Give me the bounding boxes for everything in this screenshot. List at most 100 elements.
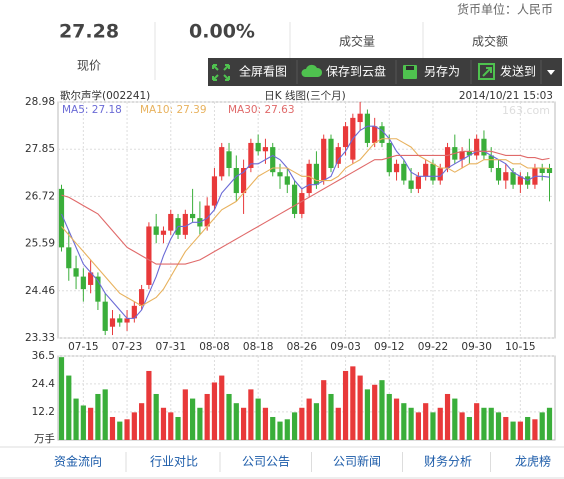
toolbar-button[interactable]: 另存为 xyxy=(424,65,460,79)
volume-bar xyxy=(262,407,269,440)
candle-body xyxy=(539,167,545,174)
candle-body xyxy=(444,147,451,168)
fullscreen-icon[interactable] xyxy=(212,64,230,81)
volume-bar xyxy=(204,393,210,440)
candle-body xyxy=(109,318,116,327)
candle-body xyxy=(117,318,123,323)
toolbar-bg xyxy=(208,58,562,86)
volume-tick-label: 36.5 xyxy=(32,350,55,362)
currency: 货币单位：人民币 xyxy=(457,2,553,17)
nav-link[interactable]: 资金流向 xyxy=(54,454,102,469)
volume-bar xyxy=(444,393,451,440)
candle-body xyxy=(124,318,130,323)
candle-body xyxy=(131,305,137,319)
toolbar-button[interactable]: 保存到云盘 xyxy=(326,64,386,79)
candle-body xyxy=(510,172,516,185)
candle-body xyxy=(423,163,429,177)
price-label: 现价 xyxy=(77,59,101,73)
nav-link[interactable]: 公司公告 xyxy=(242,455,290,469)
candle-body xyxy=(153,226,159,235)
volume-bar xyxy=(546,407,553,440)
volume-bar xyxy=(109,416,116,440)
candle-body xyxy=(219,147,225,177)
volume-bar xyxy=(452,398,458,440)
candle-body xyxy=(182,213,188,235)
volume-bar xyxy=(124,419,130,440)
volume-bar xyxy=(430,412,436,440)
candle-body xyxy=(342,126,349,148)
candle-body xyxy=(248,142,254,168)
volume-bar xyxy=(73,398,79,440)
candle-body xyxy=(255,142,261,152)
dropdown-arrow[interactable] xyxy=(547,70,555,75)
candle-body xyxy=(95,276,101,302)
volume-bar xyxy=(182,389,188,440)
ma-label: MA5: 27.18 xyxy=(62,104,122,116)
volume-bar xyxy=(466,416,472,440)
volume-bar xyxy=(401,403,407,440)
volume-bar xyxy=(503,416,509,440)
candle-body xyxy=(160,230,167,235)
toolbar-button[interactable]: 发送到 xyxy=(500,64,536,79)
candle-body xyxy=(240,167,247,194)
candle-body xyxy=(379,126,385,143)
volume-bar xyxy=(277,421,283,440)
candle-body xyxy=(226,151,232,168)
candle-body xyxy=(408,180,414,189)
volume-bar xyxy=(357,375,363,440)
volume-bar xyxy=(240,407,247,440)
y-tick-label: 26.72 xyxy=(25,190,55,202)
candle-body xyxy=(401,163,407,181)
volume-bar xyxy=(102,389,108,440)
candle-body xyxy=(291,184,298,214)
candle-body xyxy=(437,167,443,181)
volume-bar xyxy=(437,407,443,440)
candle-body xyxy=(364,113,371,143)
candle-body xyxy=(190,213,196,219)
volume-bar xyxy=(88,407,94,440)
candle-body xyxy=(321,138,327,181)
volume-bar xyxy=(248,389,254,440)
candle-body xyxy=(277,172,283,177)
nav-link[interactable]: 行业对比 xyxy=(150,455,198,469)
volume-bar xyxy=(350,366,356,440)
nav-link[interactable]: 公司新闻 xyxy=(333,454,381,469)
volume-bar xyxy=(66,375,72,440)
candle-body xyxy=(66,247,72,269)
send-icon[interactable] xyxy=(478,63,495,80)
volume-bar xyxy=(190,398,196,440)
volume-bar xyxy=(342,370,349,440)
volume-tick-label: 24.4 xyxy=(32,378,56,390)
candle-body xyxy=(168,213,174,231)
volume-bar xyxy=(517,421,523,440)
volume-bar xyxy=(95,393,101,440)
x-tick-label: 08-18 xyxy=(243,341,274,353)
volume-unit: 万手 xyxy=(34,432,55,445)
candle-body xyxy=(306,163,312,194)
candle-body xyxy=(415,176,421,189)
volume-bar xyxy=(372,384,378,440)
volume-bar xyxy=(379,380,385,440)
candle-body xyxy=(270,147,276,173)
candle-body xyxy=(73,268,79,277)
nav-link[interactable]: 龙虎榜 xyxy=(515,454,551,469)
x-tick-label: 07-15 xyxy=(68,341,99,353)
candle-body xyxy=(102,301,108,331)
ma-label: MA30: 27.63 xyxy=(228,104,295,116)
volume-bar xyxy=(197,407,203,440)
volume-bar xyxy=(539,412,545,440)
toolbar-button[interactable]: 全屏看图 xyxy=(239,64,287,79)
volume-bar xyxy=(146,370,152,440)
volume-bar xyxy=(328,393,334,440)
volume-bar xyxy=(335,407,341,440)
chart-layer: 23.33 24.46 25.59 26.72 27.85 28.98 12.2 24.4 36… xyxy=(25,96,555,472)
cloud-icon[interactable] xyxy=(301,64,323,77)
candle-body xyxy=(517,176,523,185)
volume-bar xyxy=(58,357,65,440)
nav-link[interactable]: 财务分析 xyxy=(424,454,472,469)
timestamp: 2014/10/21 15:03 xyxy=(459,90,553,102)
volume-bar xyxy=(160,407,167,440)
ma-line xyxy=(61,138,550,307)
x-tick-label: 09-03 xyxy=(330,341,361,353)
